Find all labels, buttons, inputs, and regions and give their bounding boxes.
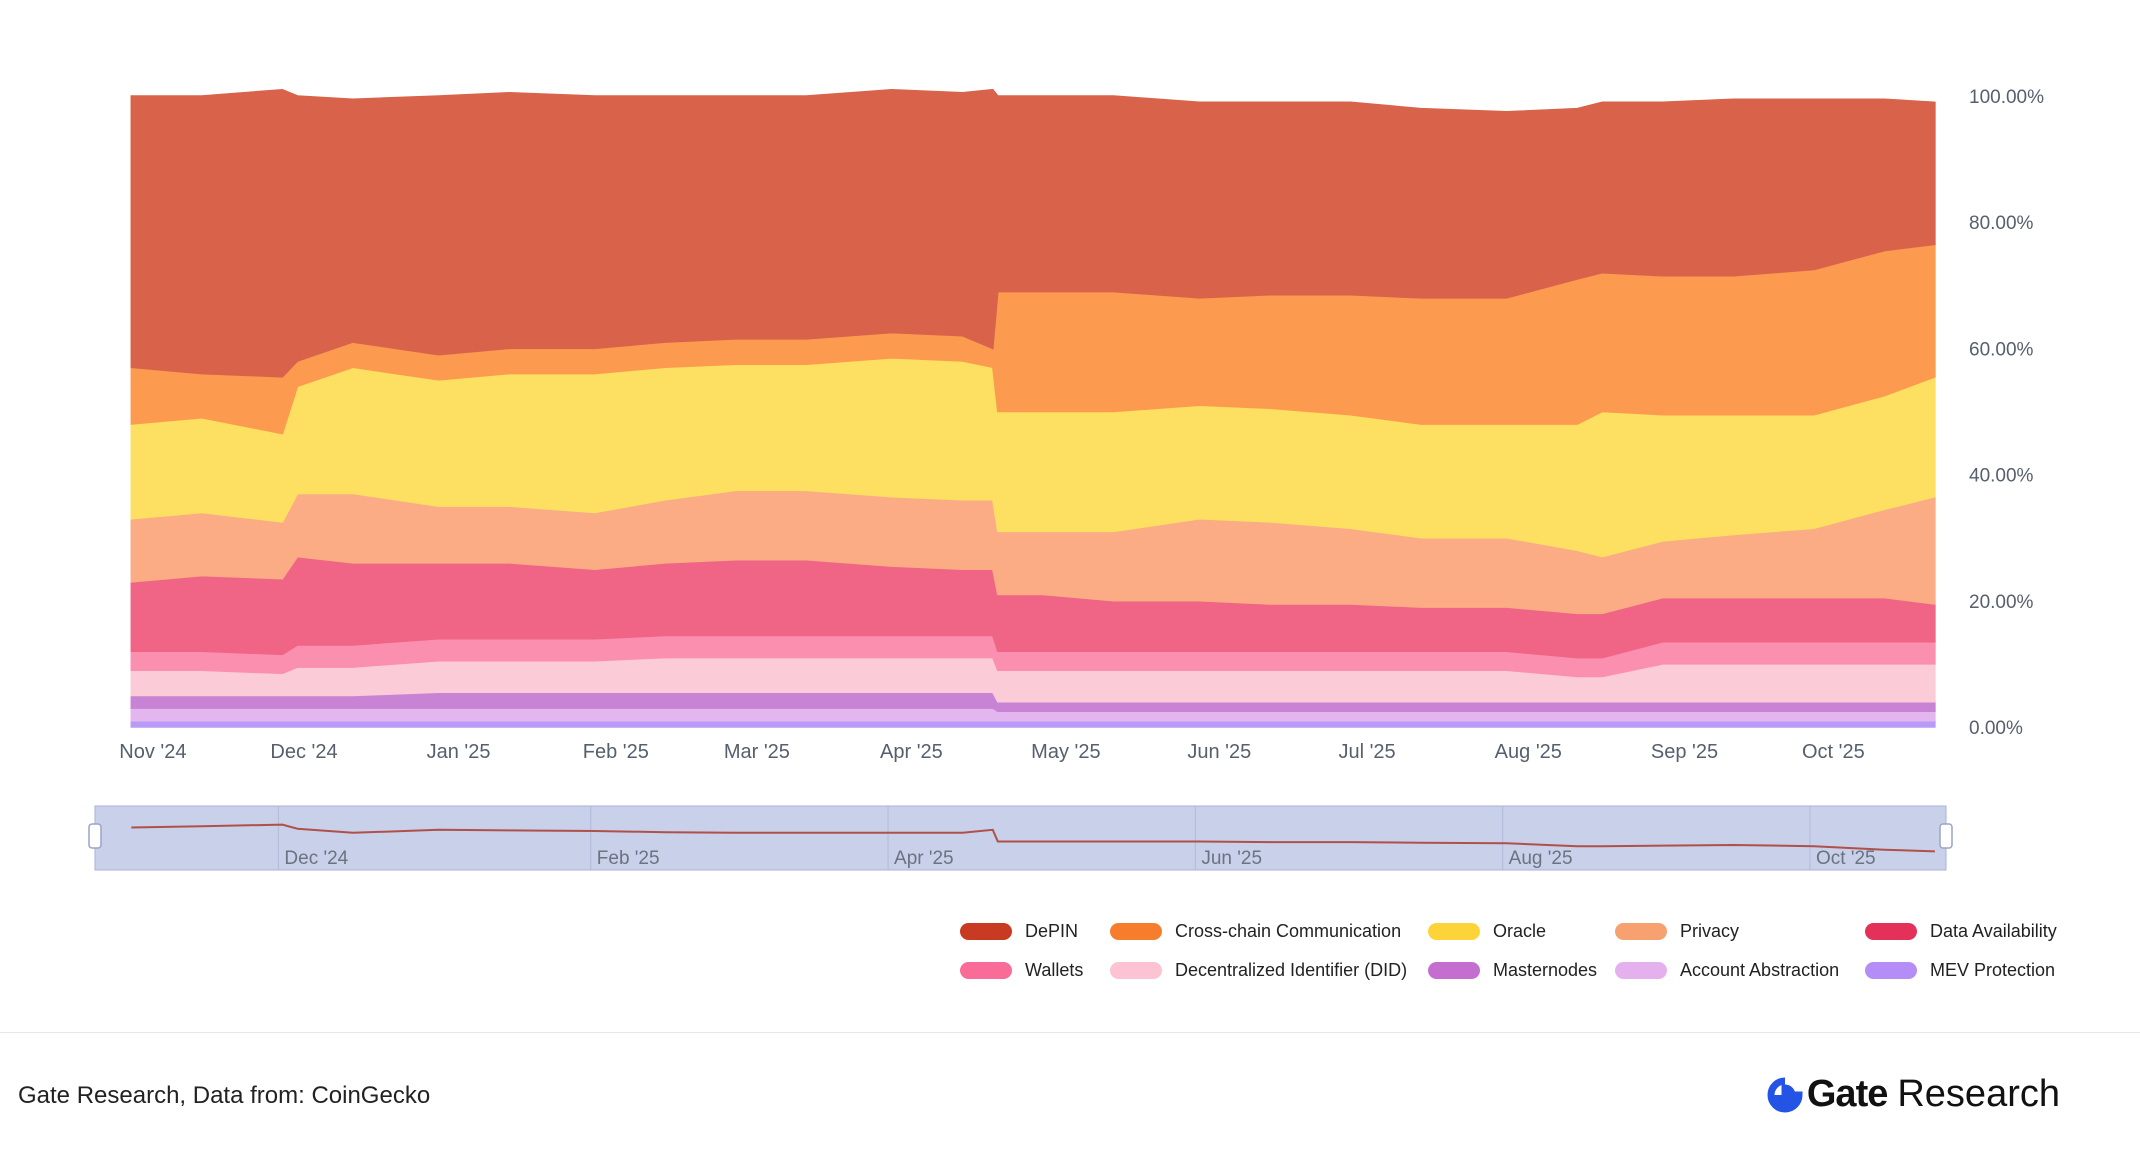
x-tick-label: Nov '24 xyxy=(119,741,186,763)
legend-item-depin[interactable]: DePIN xyxy=(960,918,1078,944)
gate-logo-icon xyxy=(1767,1077,1803,1112)
range-navigator: Dec '24 Feb '25 Apr '25 Jun '25 Aug '25 Oct '… xyxy=(88,805,1953,871)
legend-item-cross-chain-communication[interactable]: Cross-chain Communication xyxy=(1110,918,1401,944)
legend-item-account-abstraction[interactable]: Account Abstraction xyxy=(1615,957,1839,983)
area-depin xyxy=(130,88,1936,378)
legend-label: Decentralized Identifier (DID) xyxy=(1175,959,1408,980)
navigator-selection xyxy=(94,805,1947,871)
footer-divider xyxy=(0,1032,2140,1033)
legend-label: DePIN xyxy=(1025,920,1079,941)
legend-swatch xyxy=(1428,961,1480,979)
navigator-tick-label: Oct '25 xyxy=(1816,848,1876,869)
navigator-tick-label: Dec '24 xyxy=(284,848,348,869)
y-tick-label: 100.00% xyxy=(1969,87,2044,108)
data-source-note: Gate Research, Data from: CoinGecko xyxy=(18,1082,431,1109)
navigator-left-handle[interactable] xyxy=(88,823,102,849)
x-tick-label: May '25 xyxy=(1031,741,1100,763)
legend-swatch xyxy=(1110,961,1162,979)
y-tick-label: 60.00% xyxy=(1969,339,2034,360)
legend-item-data-availability[interactable]: Data Availability xyxy=(1865,918,2057,944)
x-tick-label: Oct '25 xyxy=(1802,741,1865,763)
navigator-tick-label: Apr '25 xyxy=(894,848,954,869)
navigator-trend-line xyxy=(131,823,1935,853)
legend-swatch xyxy=(1615,922,1667,940)
x-tick-label: Dec '24 xyxy=(270,741,337,763)
legend-item-privacy[interactable]: Privacy xyxy=(1615,918,1739,944)
x-tick-label: Jul '25 xyxy=(1338,741,1395,763)
navigator-tick-label: Jun '25 xyxy=(1201,848,1262,869)
legend-label: Wallets xyxy=(1025,959,1084,980)
legend-swatch xyxy=(1110,922,1162,940)
y-tick-label: 0.00% xyxy=(1969,718,2023,739)
legend-swatch xyxy=(960,922,1012,940)
x-tick-label: Aug '25 xyxy=(1495,741,1562,763)
brand-logo: Gate Research xyxy=(1767,1073,2060,1116)
legend-label: Oracle xyxy=(1493,920,1547,941)
x-tick-label: Sep '25 xyxy=(1651,741,1718,763)
legend-item-oracle[interactable]: Oracle xyxy=(1428,918,1546,944)
x-tick-label: Apr '25 xyxy=(880,741,943,763)
x-tick-label: Jun '25 xyxy=(1187,741,1251,763)
legend-swatch xyxy=(1865,922,1917,940)
x-tick-label: Feb '25 xyxy=(583,741,649,763)
legend-label: Masternodes xyxy=(1493,959,1598,980)
legend-label: Data Availability xyxy=(1930,920,2057,941)
chart-container: 0.00% 20.00% 40.00% 60.00% 80.00% 100.00% Nov … xyxy=(88,87,2044,871)
legend-label: Cross-chain Communication xyxy=(1175,920,1402,941)
y-tick-label: 20.00% xyxy=(1969,592,2034,613)
navigator-right-handle[interactable] xyxy=(1939,823,1953,849)
stacked-area-chart: 0.00% 20.00% 40.00% 60.00% 80.00% 100.00% Nov … xyxy=(88,87,2044,871)
brand-suffix: Research xyxy=(1897,1073,2060,1115)
legend-item-mev-protection[interactable]: MEV Protection xyxy=(1865,957,2055,983)
navigator-tick-label: Aug '25 xyxy=(1509,848,1573,869)
legend-swatch xyxy=(960,961,1012,979)
legend-label: MEV Protection xyxy=(1930,959,2056,980)
x-tick-label: Jan '25 xyxy=(427,741,491,763)
legend-item-wallets[interactable]: Wallets xyxy=(960,957,1083,983)
legend-label: Account Abstraction xyxy=(1680,959,1840,980)
area-mev-protection xyxy=(130,719,1936,728)
area-series-group xyxy=(130,88,1936,728)
y-tick-label: 80.00% xyxy=(1969,213,2034,234)
legend-swatch xyxy=(1865,961,1917,979)
brand-name: Gate xyxy=(1806,1073,1888,1115)
legend-label: Privacy xyxy=(1680,920,1740,941)
x-tick-label: Mar '25 xyxy=(724,741,790,763)
legend-swatch xyxy=(1615,961,1667,979)
legend-swatch xyxy=(1428,922,1480,940)
y-tick-label: 40.00% xyxy=(1969,466,2034,487)
legend-item-decentralized-identifier-did[interactable]: Decentralized Identifier (DID) xyxy=(1110,957,1407,983)
navigator-tick-label: Feb '25 xyxy=(597,848,660,869)
legend-item-masternodes[interactable]: Masternodes xyxy=(1428,957,1597,983)
